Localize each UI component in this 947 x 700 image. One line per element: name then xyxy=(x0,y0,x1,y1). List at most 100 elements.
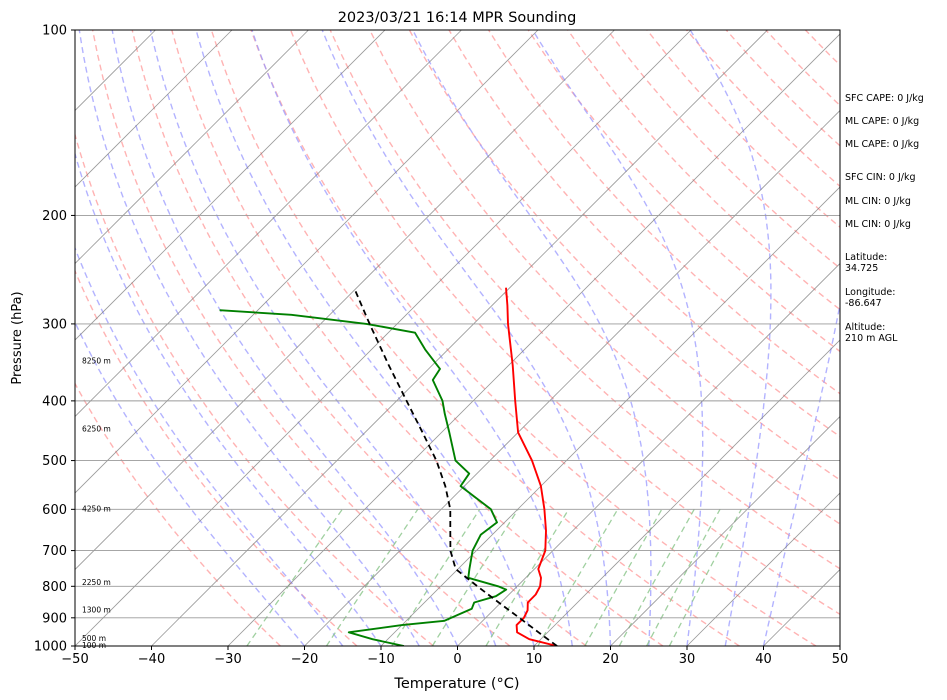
temperature-profile-line xyxy=(505,287,558,646)
dry-adiabat-line xyxy=(75,269,358,646)
moist-adiabat-line xyxy=(321,30,612,646)
isotherm-line xyxy=(686,492,840,646)
isotherm-line xyxy=(75,30,309,265)
moist-adiabat-line xyxy=(75,151,382,646)
dry-adiabat-line xyxy=(567,30,840,311)
altitude-value: 210 m AGL xyxy=(845,333,898,344)
y-tick-label: 200 xyxy=(42,209,67,224)
moist-adiabat-line xyxy=(75,246,344,646)
plot-frame xyxy=(74,29,841,647)
isotherm-line xyxy=(75,30,539,494)
dry-adiabat-line xyxy=(527,30,840,353)
height-label: 4250 m xyxy=(82,504,111,513)
dry-adiabat-line xyxy=(131,30,587,646)
mixing-ratio-line xyxy=(485,508,570,646)
x-tick-label: 20 xyxy=(602,652,619,667)
isotherm-line xyxy=(151,30,768,646)
mixing-ratio-line xyxy=(246,508,343,646)
y-tick-label: 800 xyxy=(42,580,67,595)
y-tick-label: 1000 xyxy=(34,640,67,655)
y-tick-label: 700 xyxy=(42,544,67,559)
dry-adiabat-line xyxy=(448,30,840,438)
isotherm-line xyxy=(457,262,840,646)
height-label: 6250 m xyxy=(82,424,111,433)
x-tick-label: −30 xyxy=(214,652,241,667)
y-ticks: 100 200 300 400 500 600 700 800 900 1000 xyxy=(34,24,75,655)
reference-lines xyxy=(75,30,840,646)
x-tick-label: −20 xyxy=(291,652,318,667)
y-tick-label: 600 xyxy=(42,503,67,518)
x-tick-label: 40 xyxy=(755,652,772,667)
height-label: 8250 m xyxy=(82,356,111,365)
dry-adiabat-line xyxy=(488,30,840,395)
height-label: 2250 m xyxy=(82,578,111,587)
y-tick-label: 300 xyxy=(42,317,67,332)
moist-adiabat-line xyxy=(78,30,420,646)
ml-cin-text: ML CIN: 0 J/kg xyxy=(845,196,911,207)
mixing-ratio-line xyxy=(646,508,721,646)
mixing-ratio-line xyxy=(537,508,619,646)
altitude-label: Altitude: xyxy=(845,322,886,333)
pressure-grid xyxy=(75,214,840,619)
isotherm-line xyxy=(380,186,840,646)
moist-adiabat-line xyxy=(762,300,840,646)
isotherm-line xyxy=(75,30,233,188)
dry-adiabat-line xyxy=(210,30,740,646)
mixing-ratio-line xyxy=(584,508,663,646)
latitude-value: 34.725 xyxy=(845,263,879,274)
dry-adiabat-line xyxy=(171,30,664,646)
height-label: 1300 m xyxy=(82,605,111,614)
x-axis-label: Temperature (°C) xyxy=(393,676,519,692)
dry-adiabat-line xyxy=(408,30,840,481)
y-axis-label: Pressure (hPa) xyxy=(10,291,25,384)
profiles xyxy=(219,287,558,646)
y-tick-label: 500 xyxy=(42,454,67,469)
isotherm-line xyxy=(533,339,840,646)
parcel-profile-line xyxy=(354,290,558,646)
isotherm-line xyxy=(227,33,840,646)
dry-adiabat-line xyxy=(75,382,281,646)
y-tick-label: 400 xyxy=(42,394,67,409)
chart-title: 2023/03/21 16:14 MPR Sounding xyxy=(338,10,577,26)
dry-adiabat-line xyxy=(91,30,511,646)
latitude-label: Latitude: xyxy=(845,252,888,263)
x-tick-label: −10 xyxy=(367,652,394,667)
isotherm-line xyxy=(610,415,840,646)
moist-adiabat-line xyxy=(412,30,652,646)
ml-cape-text-2: ML CAPE: 0 J/kg xyxy=(845,139,920,150)
dry-adiabat-line xyxy=(75,132,434,646)
moist-adiabat-line xyxy=(251,30,573,646)
x-tick-label: −50 xyxy=(61,652,88,667)
height-label: 500 m xyxy=(82,634,106,643)
y-tick-label: 900 xyxy=(42,611,67,626)
x-tick-label: 0 xyxy=(453,652,461,667)
dry-adiabat-line xyxy=(289,30,840,616)
mixing-ratio-line xyxy=(668,508,742,646)
x-tick-label: 50 xyxy=(832,652,849,667)
sfc-cape-text: SFC CAPE: 0 J/kg xyxy=(845,93,924,104)
isotherm-line xyxy=(75,30,462,418)
longitude-label: Longitude: xyxy=(845,287,896,298)
dry-adiabat-line xyxy=(250,30,817,646)
x-tick-label: 30 xyxy=(679,652,696,667)
mixing-ratio-line xyxy=(431,508,519,646)
moist-adiabat-line xyxy=(532,30,704,646)
x-tick-label: 10 xyxy=(526,652,543,667)
dewpoint-profile-line xyxy=(219,309,508,646)
moist-adiabat-line xyxy=(195,30,535,646)
longitude-value: -86.647 xyxy=(845,298,882,309)
x-ticks: −50 −40 −30 −20 −10 0 10 20 30 40 50 xyxy=(61,646,848,667)
isotherm-line xyxy=(75,30,386,341)
sfc-cin-text: SFC CIN: 0 J/kg xyxy=(845,172,916,183)
x-tick-label: −40 xyxy=(138,652,165,667)
dry-adiabat-line xyxy=(329,30,840,570)
y-tick-label: 100 xyxy=(42,24,67,39)
moist-adiabat-line xyxy=(111,30,459,646)
ml-cape-text: ML CAPE: 0 J/kg xyxy=(845,116,920,127)
isotherm-line xyxy=(304,109,840,646)
moist-adiabat-line xyxy=(689,30,772,646)
isotherm-line xyxy=(75,30,692,646)
moist-adiabat-line xyxy=(149,30,497,646)
